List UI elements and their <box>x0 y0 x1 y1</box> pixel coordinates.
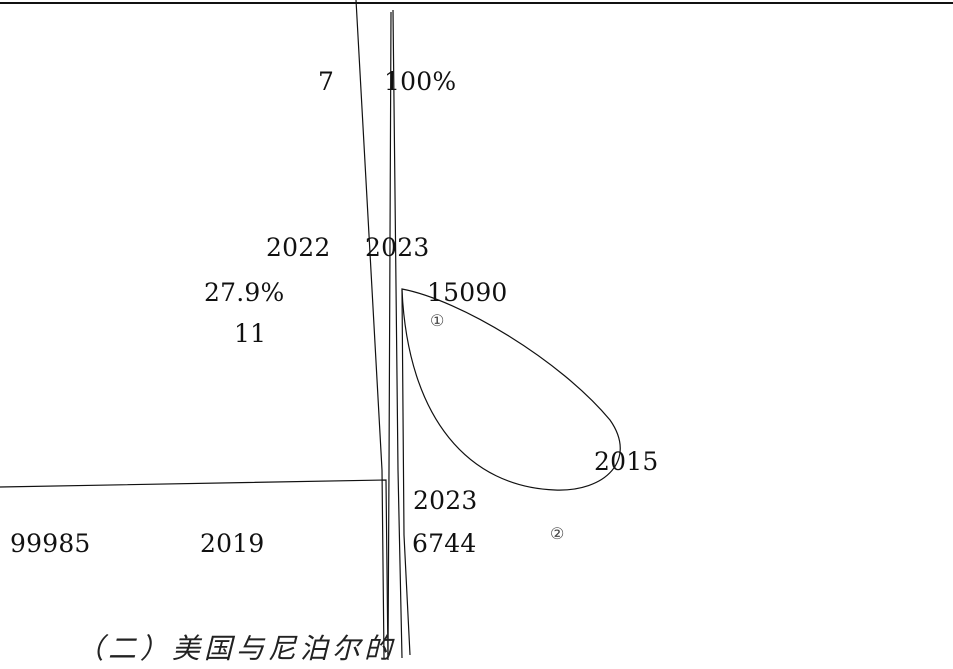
text-2022: 2022 <box>266 233 331 262</box>
section-heading: （二）美国与尼泊尔的 <box>76 632 397 665</box>
long-diagonal-stroke <box>355 0 385 659</box>
vertical-stroke-right <box>392 9 403 659</box>
text-6744: 6744 <box>412 529 477 558</box>
text-2023-mid: 2023 <box>413 486 478 515</box>
vertical-stroke-left <box>387 11 392 659</box>
text-100-percent: 100% <box>384 67 457 96</box>
text-15090: 15090 <box>427 278 508 307</box>
text-99985: 99985 <box>10 529 91 558</box>
text-2023-top: 2023 <box>365 233 430 262</box>
circled-number-2: ② <box>550 524 565 543</box>
text-2015: 2015 <box>594 447 659 476</box>
text-27-9-percent: 27.9% <box>204 278 285 307</box>
text-11: 11 <box>234 319 267 348</box>
text-7: 7 <box>318 67 335 96</box>
circled-number-1: ① <box>430 311 445 330</box>
top-rule <box>0 2 953 4</box>
text-2019: 2019 <box>200 529 265 558</box>
loop-tail-stroke <box>401 289 411 656</box>
